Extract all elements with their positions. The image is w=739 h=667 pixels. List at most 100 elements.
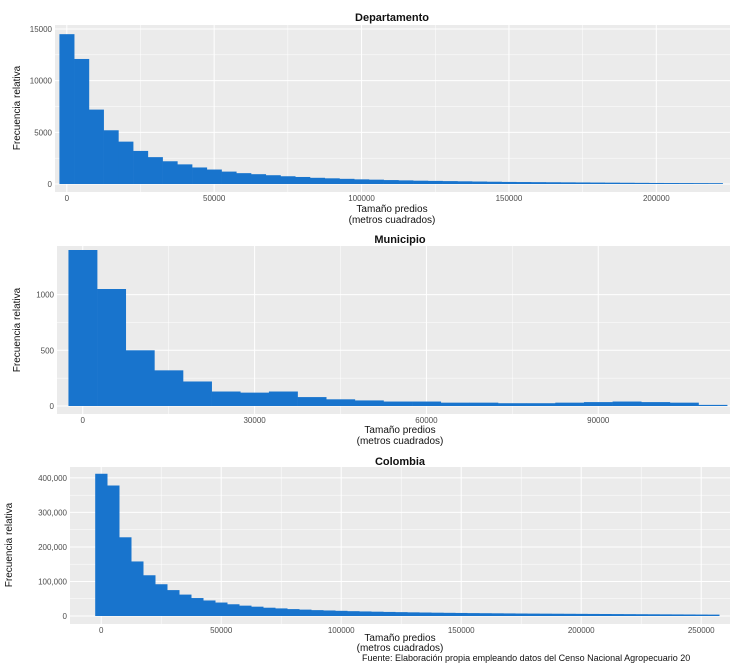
x-tick-label: 250000 [688,626,715,635]
histogram-bar [191,598,204,616]
y-tick-label: 400,000 [38,474,67,483]
histogram-bar [515,613,528,616]
histogram-bar [251,606,264,616]
histogram-bar [641,402,671,406]
panel-departamento: 0 50000 100000 150000 200000 0 5000 10000 15000… [12,12,730,226]
x-tick-labels: 0 30000 60000 90000 [81,416,610,425]
x-tick-label: 150000 [448,626,475,635]
histogram-bar [604,182,620,184]
y-tick-labels: 0 500 1000 [36,291,54,411]
histogram-bar [154,370,184,406]
histogram-bars [95,473,720,616]
histogram-bar [133,150,149,184]
histogram-bar [531,182,547,184]
histogram-bar [211,391,241,406]
y-tick-label: 0 [50,402,55,411]
histogram-bar [275,608,288,616]
source-caption: Fuente: Elaboración propia empleando dat… [362,653,691,663]
x-tick-label: 0 [81,416,86,425]
histogram-bar [427,180,443,184]
histogram-bar [177,164,193,184]
histogram-bar [215,602,228,616]
histogram-bar [635,614,648,616]
histogram-bar [503,613,516,616]
histogram-bar [545,182,561,184]
histogram-bar [383,180,399,184]
histogram-bar [467,613,480,616]
x-tick-label: 60000 [415,416,438,425]
histogram-bar [240,392,270,406]
histogram-bar [368,179,384,184]
histogram-bar [516,182,532,184]
histogram-bar [203,600,216,616]
y-axis-label: Frecuencia relativa [4,502,15,587]
panel-title: Colombia [375,456,426,468]
histogram-bar [491,613,504,616]
histogram-bar [455,612,468,616]
histogram-bar [419,612,432,616]
histogram-bar [647,614,660,616]
histogram-bar [354,179,370,184]
histogram-bar [59,34,75,184]
histogram-bar [583,402,613,406]
histogram-bar [413,180,429,184]
histogram-bar [107,485,120,616]
histogram-bar [143,575,156,616]
histogram-bar [221,171,237,184]
panel-title: Departamento [355,12,429,24]
histogram-bar [103,130,119,184]
x-tick-labels: 0 50000 100000 150000 200000 250000 [99,626,715,635]
histogram-bar [527,613,540,616]
y-tick-label: 15000 [30,25,53,34]
histogram-bar [227,604,240,616]
histogram-bar [412,401,442,406]
histogram-bar [575,182,591,184]
histogram-bar [354,400,384,406]
x-tick-label: 200000 [643,194,670,203]
histogram-bar [457,181,473,184]
histogram-bar [125,350,155,406]
histogram-bar [295,176,311,184]
histogram-bar [74,58,90,184]
x-tick-label: 100000 [328,626,355,635]
histogram-bar [155,584,168,616]
panel-colombia: 0 50000 100000 150000 200000 250000 0 100,000 2… [4,456,730,654]
y-tick-label: 0 [63,612,68,621]
histogram-bar [97,289,127,406]
y-tick-label: 0 [48,180,53,189]
histogram-bar [183,381,212,406]
histogram-bar [501,181,517,184]
histogram-bar [192,167,208,184]
y-tick-label: 500 [41,346,55,355]
histogram-bar [287,609,300,616]
x-tick-label: 100000 [348,194,375,203]
histogram-bar [587,613,600,616]
histogram-bar [167,590,180,616]
histogram-bar [147,157,163,184]
histogram-bar [469,402,499,406]
histogram-bar [440,402,470,406]
histogram-bar [162,161,178,184]
histogram-bar [88,109,104,184]
histogram-bar [359,611,372,616]
histogram-bar [95,473,108,616]
y-tick-labels: 0 5000 10000 15000 [30,25,53,189]
histogram-bar [265,175,281,184]
histogram-bar [280,176,296,184]
histogram-bar [179,594,192,616]
histogram-bar [407,612,420,616]
histogram-bar [263,607,276,616]
histogram-bar [678,183,694,184]
histogram-bar [611,614,624,616]
x-axis-label-units: (metros cuadrados) [349,215,436,226]
histogram-bar [347,611,360,616]
x-axis-label-units: (metros cuadrados) [357,436,444,447]
y-axis-label: Frecuencia relativa [12,287,23,372]
x-axis-label: Tamaño predios [364,425,435,436]
y-tick-label: 200,000 [38,543,67,552]
x-axis-label: Tamaño predios [364,633,435,644]
histogram-bar [323,610,336,616]
histogram-bar [119,537,132,616]
histogram-bar [612,401,642,406]
